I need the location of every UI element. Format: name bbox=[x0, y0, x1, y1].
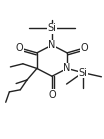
Text: O: O bbox=[48, 90, 56, 100]
Text: O: O bbox=[15, 43, 23, 53]
Text: Si: Si bbox=[78, 68, 87, 78]
Text: O: O bbox=[81, 43, 89, 53]
Text: N: N bbox=[48, 40, 56, 50]
Text: Si: Si bbox=[48, 23, 56, 33]
Text: N: N bbox=[63, 64, 71, 73]
